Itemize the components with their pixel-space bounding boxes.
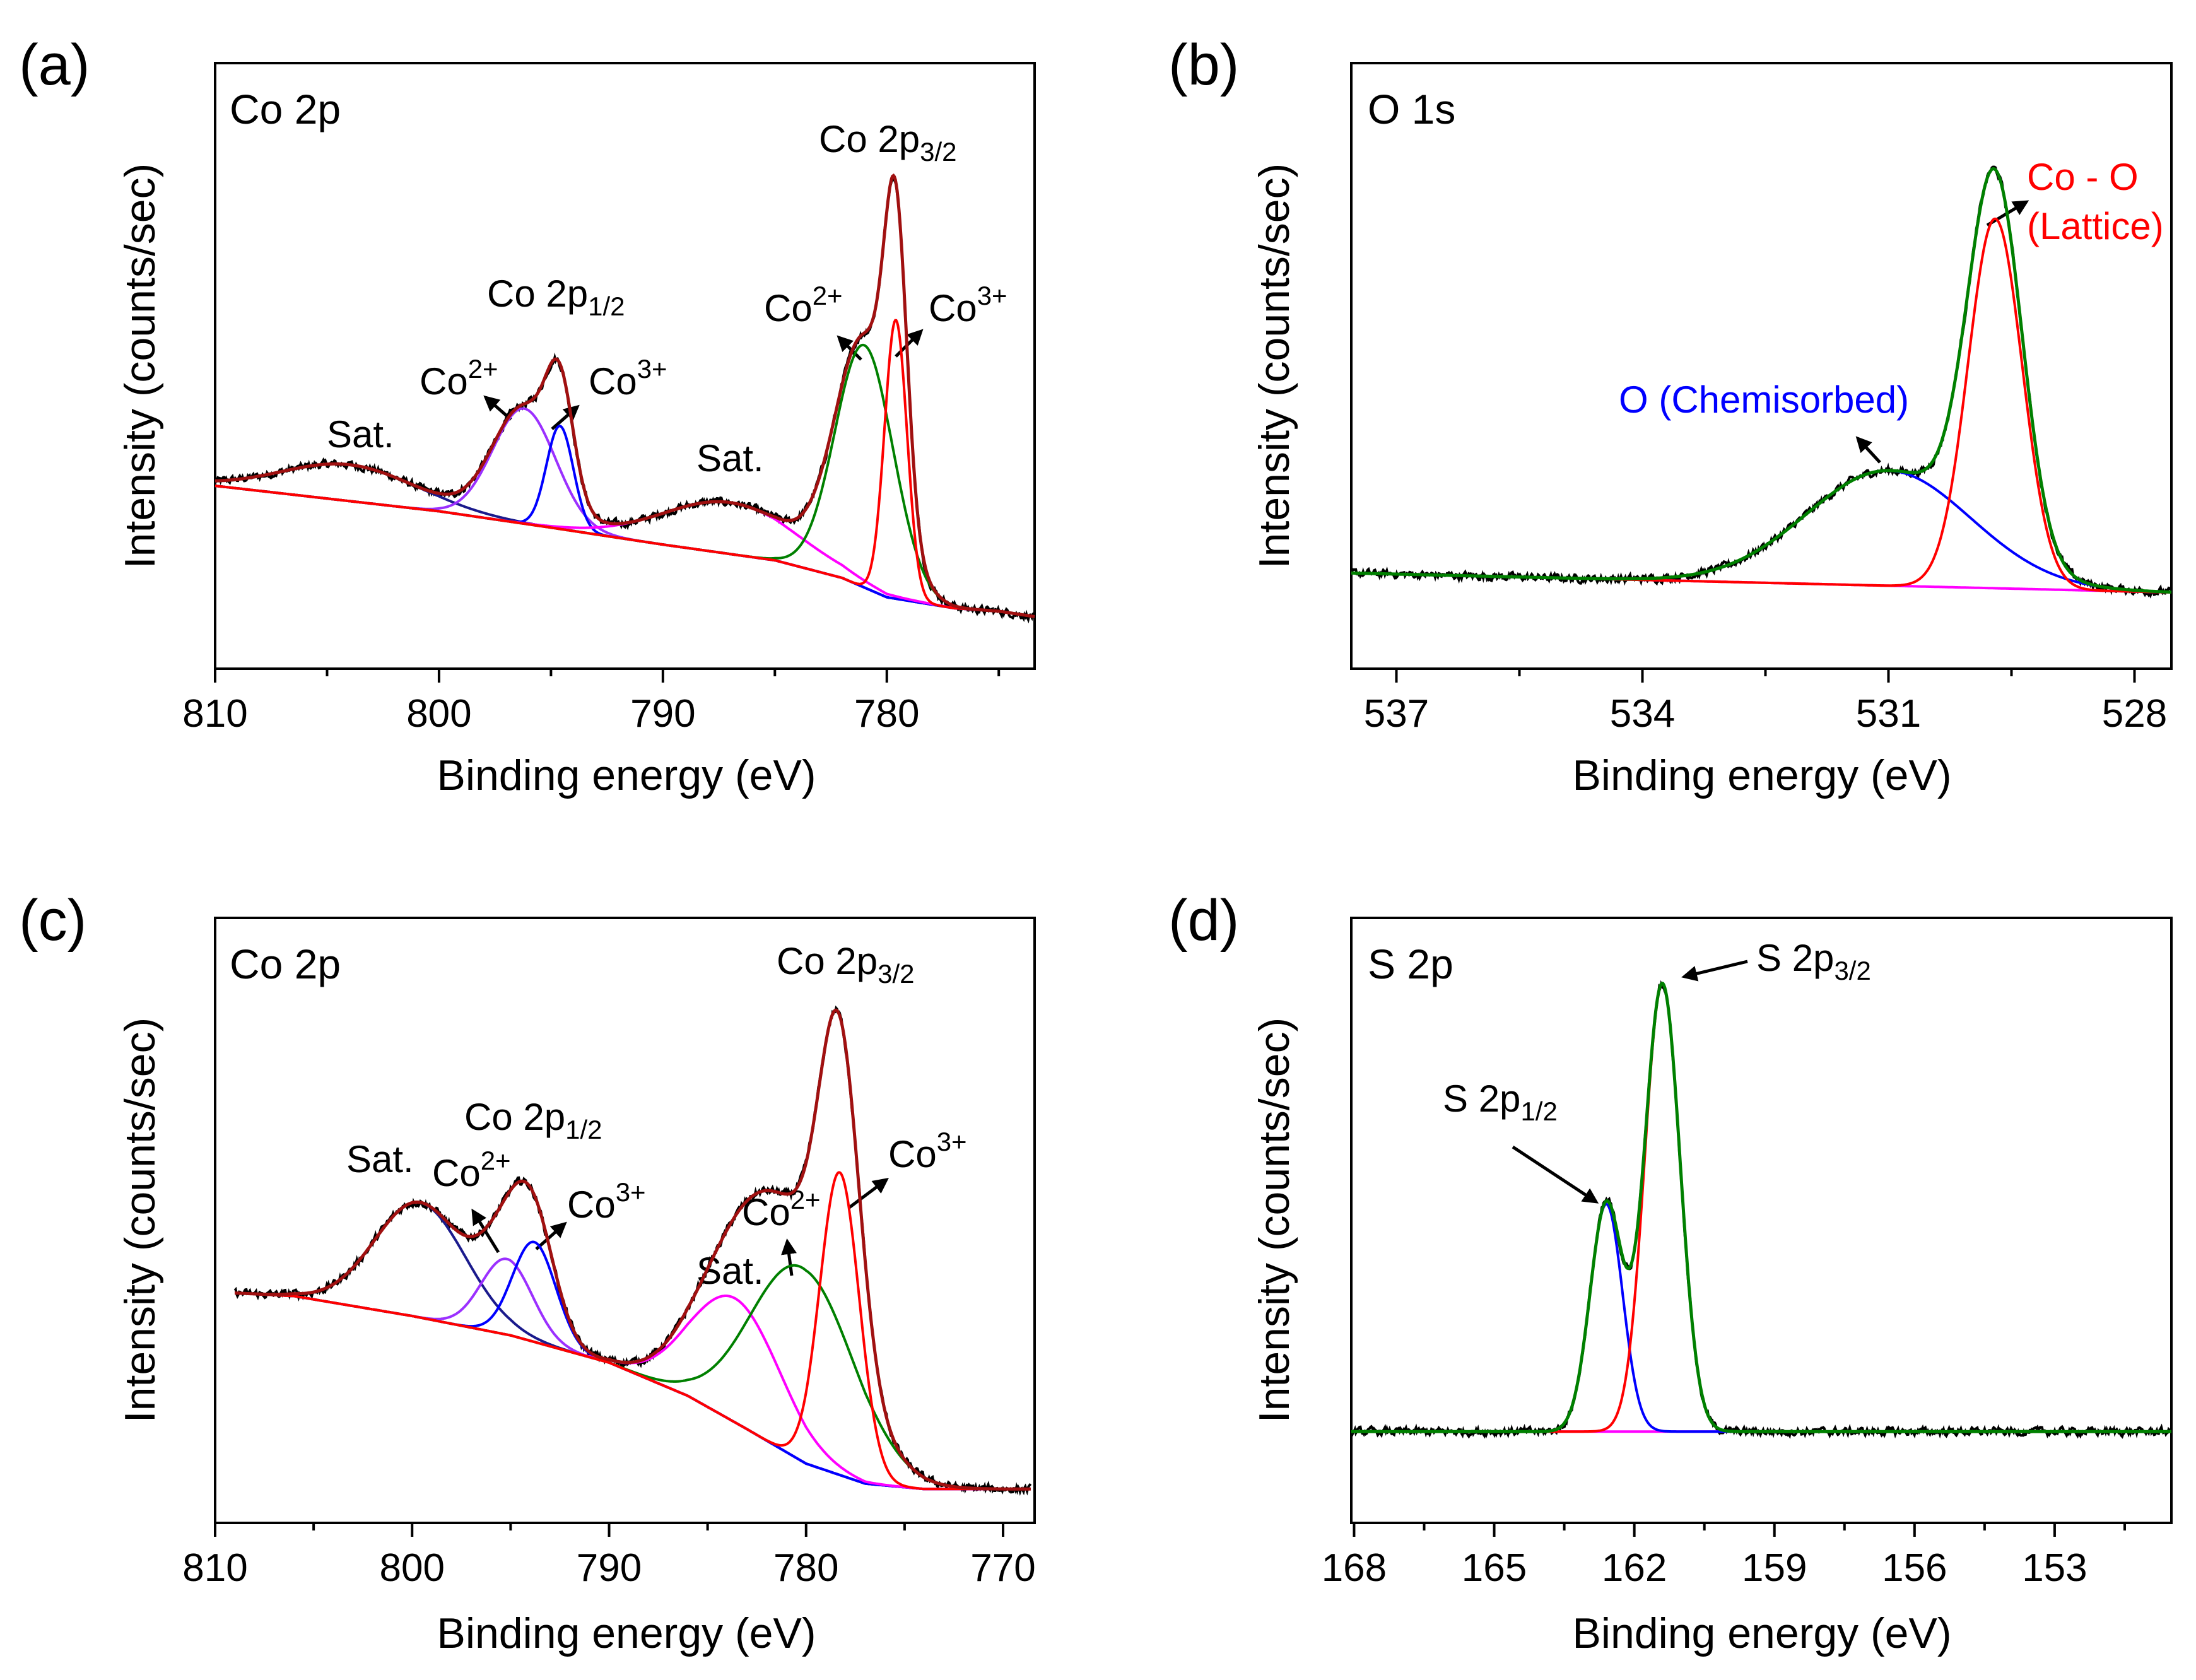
annotation-chemisorbed: O (Chemisorbed) — [1619, 379, 1909, 421]
plot-frame — [1350, 917, 2173, 1524]
annotation-s2p12: S 2p1/2 — [1443, 1078, 1558, 1126]
series-raw-data — [1351, 980, 2173, 1440]
annotation-co-o: Co - O — [2027, 156, 2139, 198]
annotation-sat-b: Sat. — [696, 437, 764, 479]
arrow — [1855, 436, 1881, 464]
arrow — [1512, 1145, 1599, 1204]
panel-label: (c) — [19, 888, 86, 953]
arrow — [781, 1238, 797, 1276]
series-fit-envelope — [1351, 981, 2171, 1433]
annotation-co2p32: Co 2p3/2 — [777, 940, 915, 989]
x-tick-label: 790 — [577, 1546, 642, 1590]
series-background — [235, 1291, 1031, 1491]
annotation-co2p12: Co 2p1/2 — [487, 273, 625, 321]
annotations: Co - O (Lattice) O (Chemisorbed) — [1619, 156, 2164, 464]
x-tick-label: 780 — [854, 692, 919, 736]
plot-title: Co 2p — [230, 86, 341, 132]
x-tick-label: 162 — [1602, 1546, 1667, 1590]
arrow — [551, 404, 580, 430]
annotation-co3plus-a: Co3+ — [567, 1177, 646, 1226]
arrow — [535, 1221, 567, 1250]
annotation-co3plus-b: Co3+ — [888, 1127, 967, 1175]
panel-d: (d) S 2p Intensity (counts/sec) Binding … — [1168, 888, 2173, 1657]
series-component-s-2p3-2 — [1351, 982, 2171, 1433]
plot-area: 810 800 790 780 — [182, 62, 1036, 736]
annotation-co2p12: Co 2p1/2 — [464, 1096, 602, 1144]
plot-frame — [1350, 62, 2173, 670]
annotation-sat-a: Sat. — [327, 413, 394, 455]
series-fit-envelope — [1351, 167, 2172, 594]
annotation-co3plus-a: Co3+ — [589, 354, 667, 402]
x-axis-label: Binding energy (eV) — [1572, 1609, 1951, 1657]
y-axis-label: Intensity (counts/sec) — [116, 163, 164, 568]
panel-label: (d) — [1168, 888, 1239, 953]
series-component-co2-2p3-2 — [235, 1264, 1031, 1491]
plot-area: 168 165 162 159 156 153 — [1322, 917, 2173, 1590]
series-fit-envelope — [235, 1008, 1031, 1491]
annotation-co2plus-a: Co2+ — [420, 354, 498, 402]
series-raw-data — [233, 1005, 1032, 1496]
plot-title: Co 2p — [230, 941, 341, 987]
x-tick-label: 780 — [773, 1546, 838, 1590]
x-tick-label: 531 — [1856, 692, 1921, 736]
x-tick-label: 159 — [1742, 1546, 1807, 1590]
plot-title: S 2p — [1368, 941, 1453, 987]
panel-label: (b) — [1168, 33, 1239, 97]
x-tick-label: 810 — [182, 692, 247, 736]
panel-c: (c) Co 2p Intensity (counts/sec) Binding… — [19, 888, 1036, 1657]
y-axis-label: Intensity (counts/sec) — [1250, 1018, 1298, 1423]
series-component-co3-2p1-2 — [235, 1240, 1031, 1491]
x-tick-label: 790 — [630, 692, 695, 736]
annotations: S 2p3/2 S 2p1/2 — [1443, 937, 1871, 1204]
x-axis-label: Binding energy (eV) — [437, 751, 816, 799]
plot-area: 537 534 531 528 — [1350, 62, 2173, 736]
annotation-lattice: (Lattice) — [2027, 205, 2164, 247]
x-tick-label: 528 — [2102, 692, 2167, 736]
y-axis-label: Intensity (counts/sec) — [1250, 163, 1298, 568]
x-tick-label: 165 — [1462, 1546, 1527, 1590]
annotation-sat-a: Sat. — [346, 1138, 414, 1180]
x-axis-label: Binding energy (eV) — [1572, 751, 1951, 799]
annotation-co2plus-a: Co2+ — [432, 1146, 511, 1194]
x-tick-label: 534 — [1610, 692, 1675, 736]
plot-frame — [214, 917, 1036, 1524]
annotation-s2p32: S 2p3/2 — [1756, 937, 1871, 985]
series-fit-envelope — [214, 173, 1035, 618]
x-tick-label: 168 — [1322, 1546, 1387, 1590]
annotation-co2p32: Co 2p3/2 — [819, 118, 957, 167]
y-axis-label: Intensity (counts/sec) — [116, 1018, 164, 1423]
series-component-s-2p1-2 — [1351, 1202, 2171, 1433]
x-tick-label: 810 — [182, 1546, 247, 1590]
panel-a: (a) Co 2p Intensity (counts/sec) Binding… — [19, 33, 1036, 799]
panel-label: (a) — [19, 33, 90, 97]
panel-b: (b) O 1s Intensity (counts/sec) Binding … — [1168, 33, 2173, 799]
arrow — [847, 1178, 889, 1209]
annotations: Co 2p3/2 Co 2p1/2 Co2+ Co3+ Co2+ Co3+ Sa… — [327, 118, 1007, 479]
plot-area: 810 800 790 780 770 — [182, 917, 1036, 1590]
series-component-co3-2p3-2 — [214, 319, 1035, 618]
x-tick-label: 800 — [406, 692, 471, 736]
plot-frame — [214, 62, 1036, 670]
plot-title: O 1s — [1368, 86, 1455, 132]
series-component-sat — [235, 1291, 1031, 1491]
x-tick-label: 153 — [2022, 1546, 2087, 1590]
annotation-co3plus-b: Co3+ — [929, 281, 1007, 329]
x-tick-label: 800 — [380, 1546, 445, 1590]
x-tick-label: 156 — [1882, 1546, 1947, 1590]
x-axis-label: Binding energy (eV) — [437, 1609, 816, 1657]
series-component-co3-2p3-2 — [235, 1171, 1031, 1491]
annotation-co2plus-b: Co2+ — [764, 281, 843, 329]
annotations: Co 2p3/2 Co 2p1/2 Sat. Co2+ Co3+ Sat. Co… — [346, 940, 967, 1292]
arrow — [1681, 960, 1748, 982]
x-tick-label: 770 — [970, 1546, 1035, 1590]
series-component-sat — [235, 1201, 1031, 1491]
x-tick-label: 537 — [1364, 692, 1429, 736]
